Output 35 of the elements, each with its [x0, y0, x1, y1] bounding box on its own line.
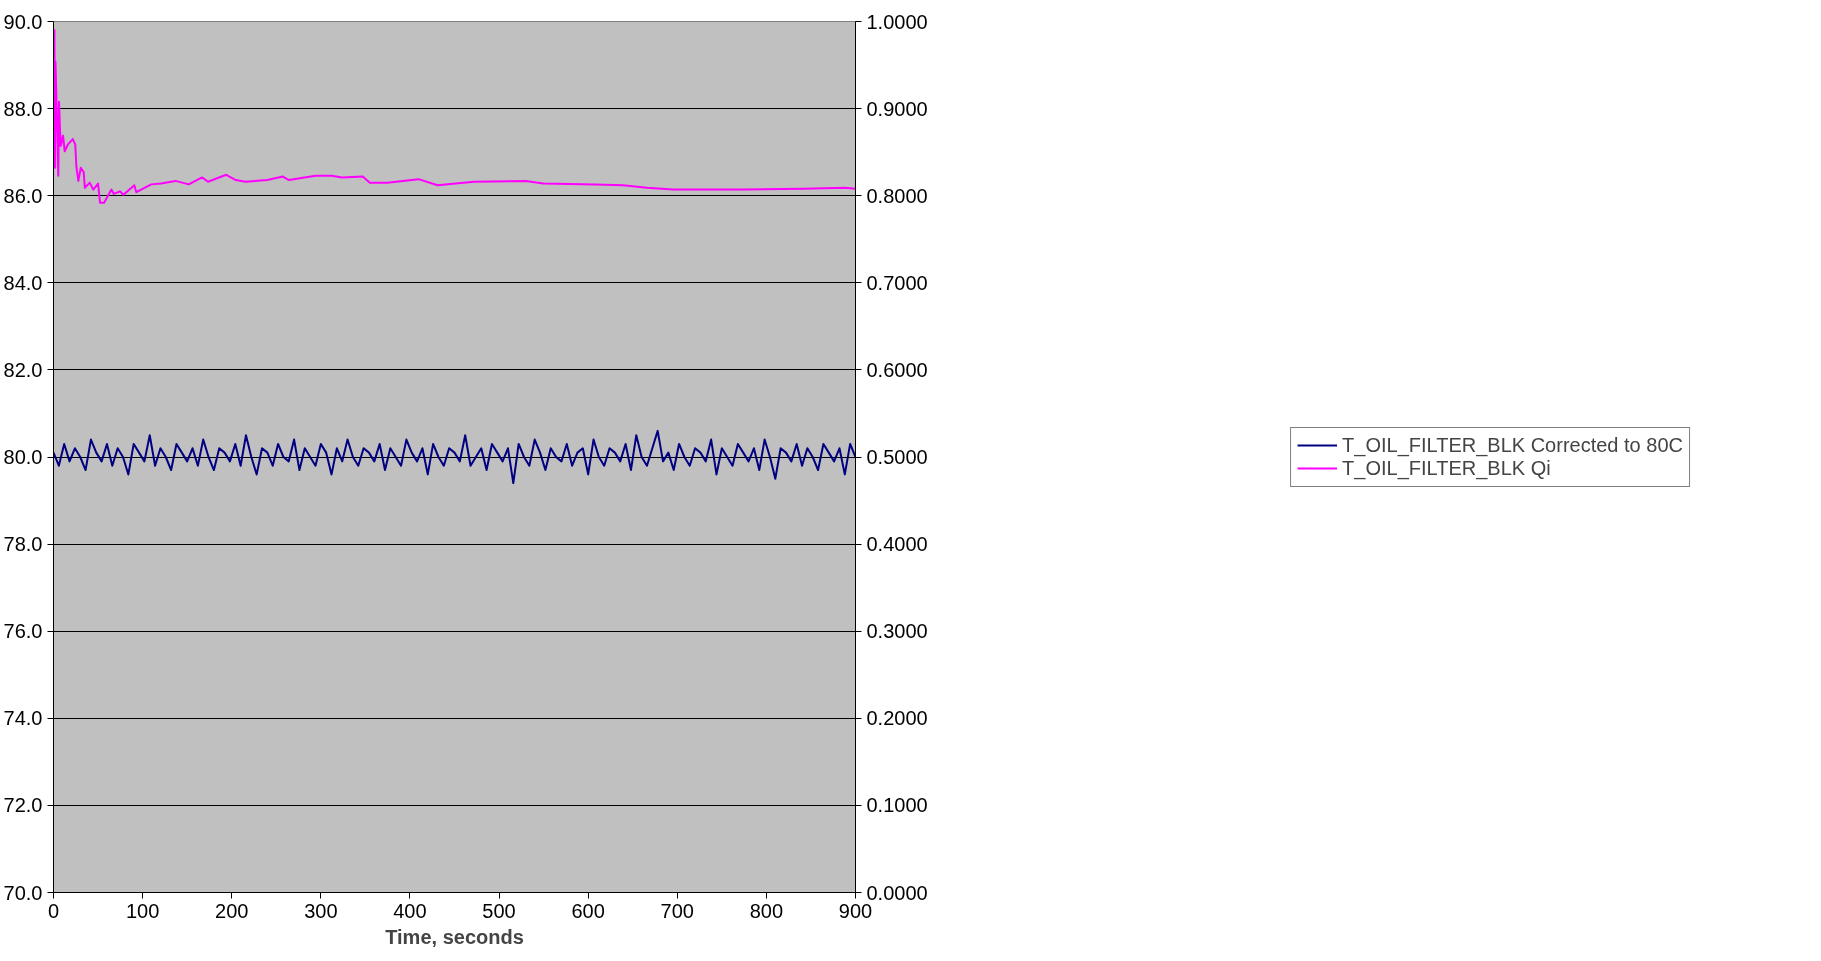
y2-tick-label: 1.0000 [866, 10, 928, 33]
y2-tick-label: 0.7000 [866, 271, 928, 294]
x-tick-label: 400 [393, 899, 427, 922]
x-tick-label: 800 [749, 899, 784, 922]
line-series [53, 429, 856, 485]
y-tick-label: 72.0 [3, 794, 43, 817]
y-tick-label: 78.0 [3, 533, 43, 556]
y2-tick-label: 0.8000 [866, 184, 928, 207]
y2-tick-label: 0.9000 [866, 97, 928, 120]
y-tick-label: 84.0 [3, 271, 43, 294]
legend-label: T_OIL_FILTER_BLK Corrected to 80C [1342, 433, 1683, 457]
x-tick-label: 100 [125, 899, 160, 922]
x-tick-label: 600 [571, 899, 605, 922]
x-tick-label: 500 [482, 899, 516, 922]
y-tick-label: 80.0 [3, 446, 43, 468]
y2-tick-label: 0.2000 [866, 707, 928, 730]
x-tick-label: 300 [304, 899, 338, 922]
y2-tick-label: 0.3000 [866, 620, 928, 643]
y2-tick-label: 0.1000 [866, 794, 928, 817]
x-tick-label: 0 [47, 899, 60, 922]
legend-label: T_OIL_FILTER_BLK Qi [1342, 456, 1551, 480]
y-tick-label: 88.0 [3, 97, 43, 120]
y-tick-label: 74.0 [3, 707, 43, 730]
y-tick-label: 86.0 [3, 184, 43, 207]
y-tick-label: 76.0 [3, 620, 43, 643]
y-tick-label: 82.0 [3, 358, 43, 381]
y2-tick-label: 0.5000 [866, 446, 928, 468]
y-tick-label: 70.0 [3, 881, 43, 904]
line-series [53, 28, 856, 204]
y2-tick-label: 0.6000 [866, 358, 928, 381]
x-tick-label: 700 [660, 899, 694, 922]
y-tick-label: 90.0 [3, 10, 43, 33]
x-axis-title: Time, seconds [385, 925, 524, 948]
y2-tick-label: 0.4000 [866, 533, 928, 556]
x-tick-label: 200 [215, 899, 249, 922]
